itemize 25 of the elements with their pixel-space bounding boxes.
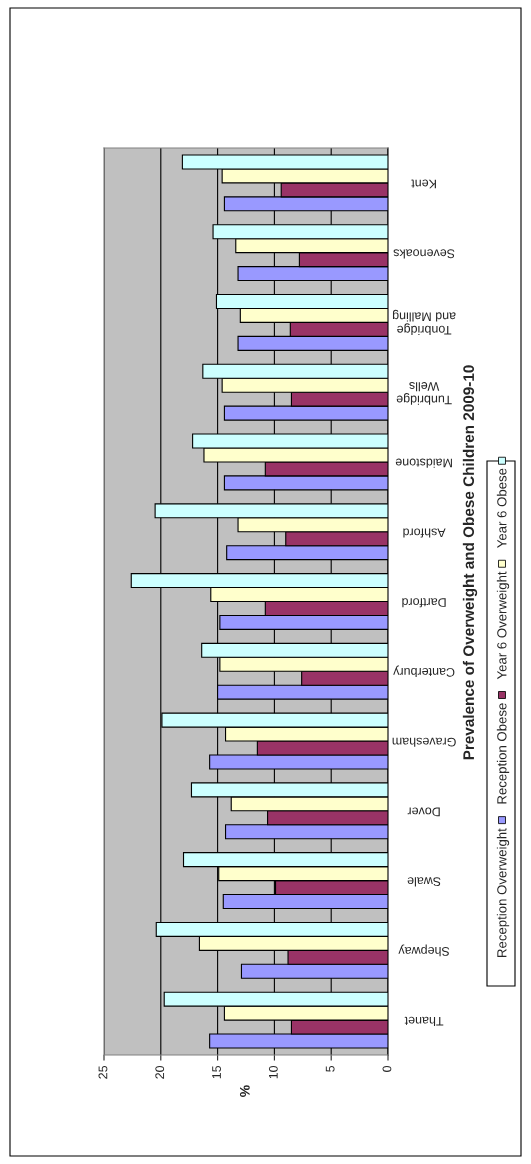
y-tick-label: Sevenoaks	[393, 249, 455, 259]
y-tick-label: Tonbridge and Malling	[392, 309, 456, 335]
legend-label: Reception Overweight	[496, 828, 510, 957]
legend-label: Reception Obese	[496, 703, 510, 804]
y-tick-label: Ashford	[403, 528, 446, 538]
x-tick-label: 0	[382, 1065, 392, 1072]
y-tick-label: Maidstone	[395, 458, 452, 468]
y-tick-label: Gravesham	[392, 737, 456, 747]
x-tick-label: 5	[325, 1065, 335, 1072]
y-tick-label: Dover	[407, 807, 440, 817]
y-tick-label: Thanet	[404, 1016, 444, 1026]
y-tick-label: Swale	[407, 877, 441, 887]
legend-label: Year 6 Obese	[496, 468, 507, 548]
x-tick-label: 10	[268, 1065, 278, 1079]
y-tick-label: Shepway	[398, 944, 450, 957]
text: Prevalence of Overweight and Obese Children 2009-10	[462, 365, 478, 760]
y-tick-label: Canterbury	[393, 665, 455, 678]
y-axis-title: %	[239, 1085, 250, 1097]
y-tick-label: Tunbridge Wells	[396, 382, 452, 405]
x-tick-label: 25	[98, 1065, 108, 1079]
y-tick-label: Dartford	[402, 598, 446, 608]
x-tick-label: 20	[155, 1065, 165, 1079]
legend-label: Year 6 Overweight	[496, 571, 510, 680]
x-tick-label: 15	[212, 1065, 221, 1079]
y-tick-label: Kent	[411, 179, 436, 189]
